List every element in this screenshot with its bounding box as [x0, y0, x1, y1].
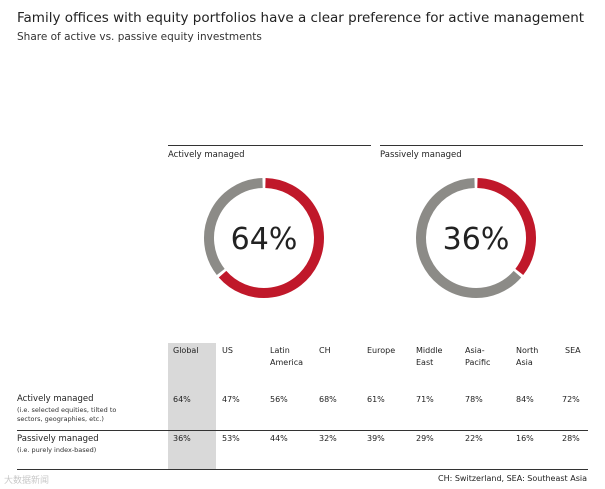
- column-header: SEA: [565, 346, 581, 355]
- row-sublabel-active: (i.e. selected equities, tilted to secto…: [17, 406, 117, 423]
- table-cell: 39%: [367, 434, 385, 443]
- table-cell: 78%: [465, 395, 483, 404]
- donut-chart-active: 64%: [204, 178, 324, 298]
- column-header: Latin America: [270, 346, 303, 367]
- table-cell: 36%: [173, 434, 191, 443]
- row-divider: [17, 430, 588, 431]
- donut-slice-remainder: [204, 178, 263, 276]
- donut-slice-remainder: [416, 178, 522, 298]
- table-bottom-rule: [17, 469, 588, 470]
- table-cell: 28%: [562, 434, 580, 443]
- chart-title: Family offices with equity portfolios ha…: [17, 10, 585, 26]
- donut-arcs: [416, 178, 536, 298]
- donut-title: Passively managed: [380, 150, 462, 160]
- table-cell: 16%: [516, 434, 534, 443]
- table-cell: 47%: [222, 395, 240, 404]
- column-header: North Asia: [516, 346, 539, 367]
- column-header: Asia- Pacific: [465, 346, 491, 367]
- donut-slice-highlight: [218, 178, 324, 298]
- table-cell: 53%: [222, 434, 240, 443]
- footnote: CH: Switzerland, SEA: Southeast Asia: [438, 474, 587, 483]
- column-header: Middle East: [416, 346, 443, 367]
- table-cell: 44%: [270, 434, 288, 443]
- table-cell: 56%: [270, 395, 288, 404]
- table-cell: 29%: [416, 434, 434, 443]
- row-sublabel-passive: (i.e. purely index-based): [17, 446, 97, 454]
- regional-table: Global US Latin America CH Europe Middle…: [17, 343, 588, 470]
- watermark: 大数据新闻: [4, 476, 50, 486]
- donut-rule: [380, 145, 583, 146]
- column-header: CH: [319, 346, 331, 355]
- table-cell: 32%: [319, 434, 337, 443]
- table-cell: 61%: [367, 395, 385, 404]
- table-cell: 64%: [173, 395, 191, 404]
- donut-panel-passive: Passively managed 36%: [380, 145, 583, 298]
- donut-center-label: 36%: [443, 222, 510, 257]
- global-column-highlight: [168, 343, 216, 470]
- row-label-passive: Passively managed: [17, 434, 99, 444]
- column-header: Europe: [367, 346, 396, 355]
- table-cell: 72%: [562, 395, 580, 404]
- column-header: Global: [173, 346, 199, 355]
- row-label-active: Actively managed: [17, 394, 94, 404]
- donut-arcs: [204, 178, 324, 298]
- table-cell: 84%: [516, 395, 534, 404]
- donut-panel-active: Actively managed 64%: [168, 145, 371, 298]
- donut-center-label: 64%: [231, 222, 298, 257]
- chart-subtitle: Share of active vs. passive equity inves…: [17, 31, 262, 43]
- donut-title: Actively managed: [168, 150, 245, 160]
- table-cell: 68%: [319, 395, 337, 404]
- donut-rule: [168, 145, 371, 146]
- donut-chart-passive: 36%: [416, 178, 536, 298]
- column-header: US: [222, 346, 233, 355]
- table-cell: 22%: [465, 434, 483, 443]
- donut-slice-highlight: [477, 178, 536, 276]
- table-cell: 71%: [416, 395, 434, 404]
